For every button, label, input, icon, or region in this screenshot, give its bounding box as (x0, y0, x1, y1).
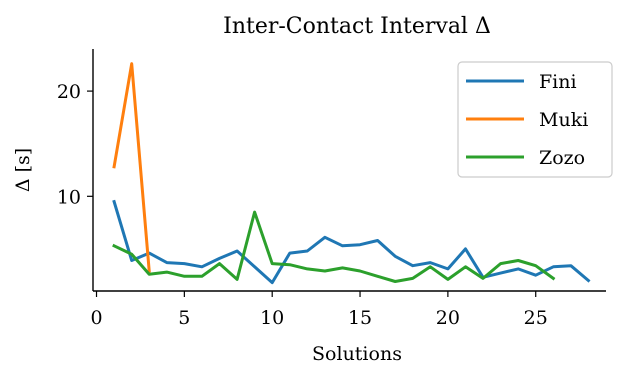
x-tick-label: 25 (524, 307, 548, 329)
y-tick-label: 20 (57, 81, 81, 103)
legend-label-zozo: Zozo (539, 147, 585, 169)
y-ticks: 10 20 (57, 81, 93, 208)
x-tick-label: 5 (178, 307, 190, 329)
x-tick-label: 20 (436, 307, 460, 329)
y-axis-label: Δ [s] (12, 148, 34, 192)
x-tick-label: 0 (90, 307, 102, 329)
x-ticks: 0 5 10 15 20 25 (90, 291, 548, 329)
chart-title: Inter-Contact Interval Δ (223, 14, 491, 39)
legend-label-fini: Fini (539, 71, 577, 93)
legend-frame (457, 61, 613, 178)
legend-entries: Fini Muki Zozo (466, 71, 588, 169)
y-tick-label: 10 (57, 186, 81, 208)
series-line-fini (112, 199, 591, 285)
series-line-zozo (112, 210, 556, 283)
legend: Fini Muki Zozo (457, 61, 613, 178)
plot-area (112, 62, 591, 285)
x-tick-label: 10 (260, 307, 284, 329)
x-tick-label: 15 (348, 307, 372, 329)
legend-label-muki: Muki (539, 109, 588, 131)
series-line-muki (112, 62, 151, 273)
x-axis-label: Solutions (312, 343, 402, 365)
